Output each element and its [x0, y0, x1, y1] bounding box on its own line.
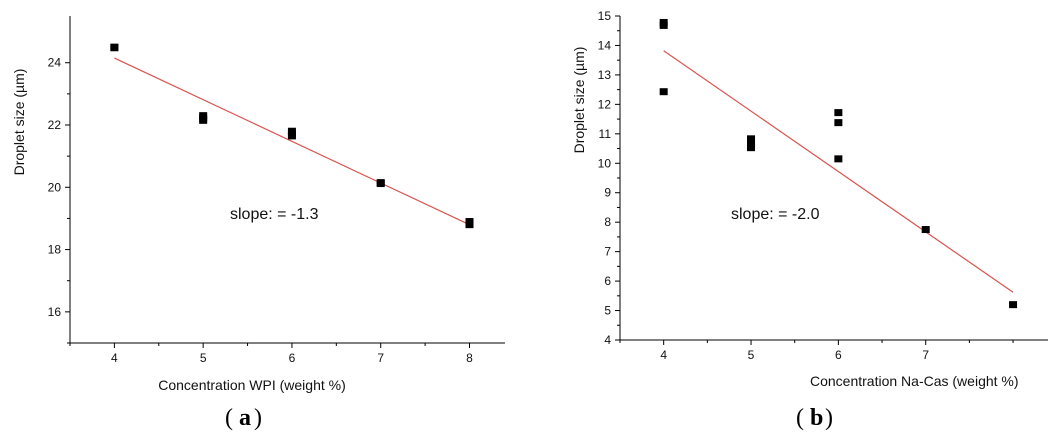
y-tick-label-b: 4: [604, 333, 611, 347]
y-tick-label-b: 12: [598, 97, 612, 111]
x-axis-title-b: Concentration Na-Cas (weight %): [810, 373, 1019, 389]
x-tick-label-b: 5: [748, 348, 755, 362]
y-tick-label-b: 13: [598, 68, 612, 82]
data-point-a: [376, 180, 385, 188]
slope-annotation-a: slope: = -1.3: [230, 206, 319, 223]
x-tick-label-b: 6: [835, 348, 842, 362]
x-tick-label-a: 4: [111, 351, 118, 365]
panel-caption-letter-b: b: [810, 405, 823, 431]
data-point-b: [1009, 301, 1018, 309]
data-point-b: [921, 226, 930, 234]
data-point-a: [465, 221, 474, 229]
y-tick-label-b: 7: [604, 245, 611, 259]
data-point-b: [834, 155, 843, 163]
x-tick-label-a: 5: [200, 351, 207, 365]
data-point-b: [659, 21, 668, 29]
data-point-b: [834, 119, 843, 127]
x-tick-label-a: 6: [289, 351, 296, 365]
fit-line-b: [663, 50, 1014, 293]
y-tick-label-b: 11: [599, 127, 612, 141]
x-tick-label-b: 4: [660, 348, 667, 362]
data-point-a: [287, 132, 296, 140]
y-tick-label-b: 8: [604, 215, 611, 229]
chart-panel-a: slope: = -1.3 Concentration WPI (weight …: [11, 16, 505, 431]
y-tick-label-a: 16: [48, 305, 62, 319]
y-axis-title-a: Droplet size (µm): [11, 69, 27, 176]
panel-caption-letter-a: a: [239, 405, 251, 431]
chart-panel-b: slope: = -2.0 Concentration Na-Cas (weig…: [571, 9, 1048, 431]
y-tick-label-a: 20: [48, 180, 62, 194]
data-point-b: [659, 88, 668, 96]
y-tick-label-a: 24: [48, 56, 62, 70]
slope-annotation-b: slope: = -2.0: [731, 206, 820, 223]
data-point-b: [747, 135, 756, 143]
svg-text:(: (: [796, 405, 804, 431]
y-tick-label-b: 9: [604, 186, 611, 200]
y-tick-label-a: 18: [48, 243, 62, 257]
x-tick-label-b: 7: [922, 348, 929, 362]
y-tick-label-b: 10: [598, 156, 612, 170]
y-tick-label-b: 6: [604, 274, 611, 288]
fit-line-a: [114, 57, 470, 226]
y-tick-label-b: 5: [604, 304, 611, 318]
panel-caption-b: ( b ): [796, 405, 833, 431]
svg-text:): ): [254, 405, 262, 431]
data-point-b: [747, 144, 756, 152]
x-axis-title-a: Concentration WPI (weight %): [158, 377, 346, 393]
data-point-a: [199, 116, 208, 124]
data-point-b: [747, 139, 756, 147]
y-tick-label-b: 14: [598, 38, 612, 52]
x-tick-label-a: 7: [377, 351, 384, 365]
data-point-b: [834, 109, 843, 117]
y-tick-label-b: 15: [598, 9, 612, 23]
y-axis-title-b: Droplet size (µm): [571, 47, 587, 154]
svg-text:): ): [825, 405, 833, 431]
svg-text:(: (: [225, 405, 233, 431]
data-point-a: [110, 44, 119, 52]
y-tick-label-a: 22: [48, 118, 62, 132]
panel-caption-a: ( a ): [225, 405, 262, 431]
x-tick-label-a: 8: [466, 351, 473, 365]
